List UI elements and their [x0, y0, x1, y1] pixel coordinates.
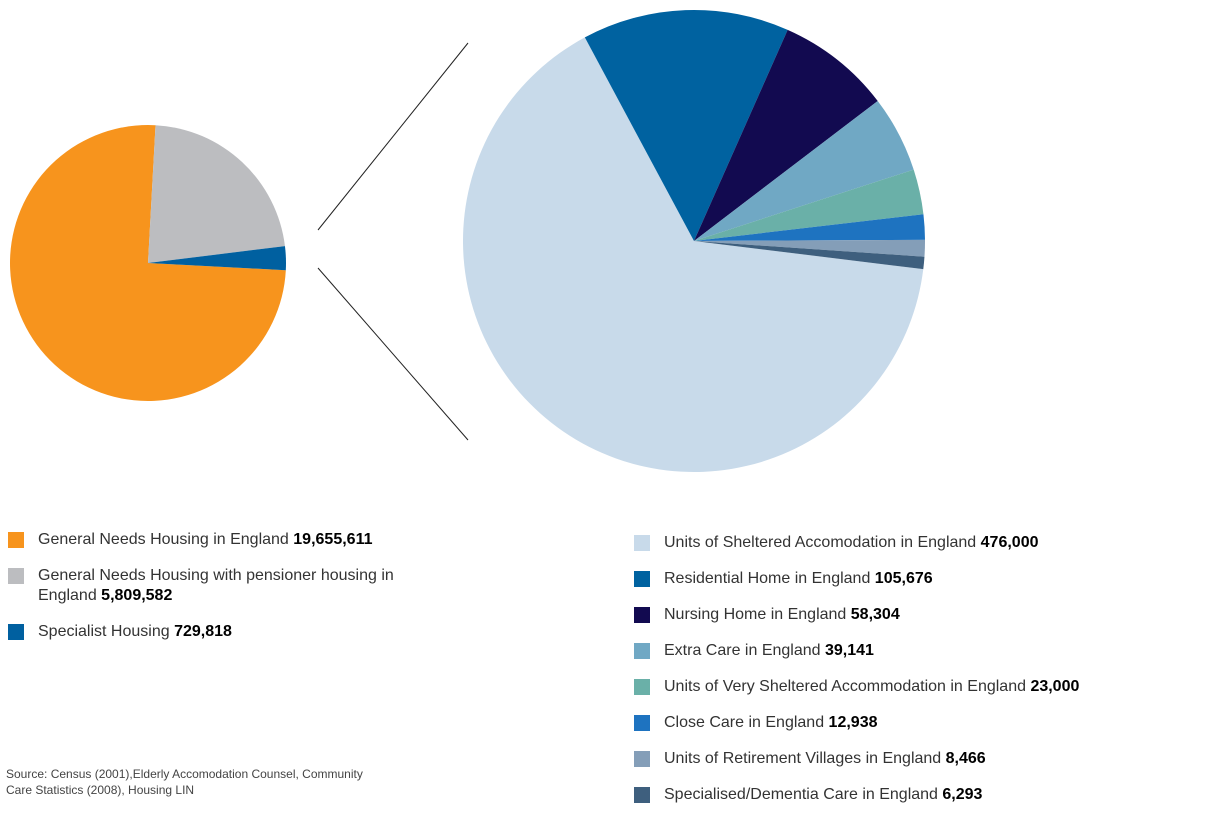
legend-value: 39,141	[824, 642, 874, 659]
pie-slice	[584, 9, 788, 241]
pie-slice	[462, 37, 924, 472]
legend-value: 105,676	[874, 570, 933, 587]
legend-swatch	[8, 624, 24, 640]
pie-slice	[148, 125, 285, 263]
pie-slice	[148, 246, 287, 271]
legend-text: Units of Retirement Villages in England …	[664, 749, 986, 769]
legend-value: 6,293	[942, 786, 983, 803]
pie-slice	[694, 239, 925, 257]
legend-swatch	[634, 571, 650, 587]
legend-text: Extra Care in England 39,141	[664, 641, 874, 661]
legend-value: 58,304	[850, 606, 900, 623]
legend-text: Specialist Housing 729,818	[38, 622, 418, 642]
legend-item: Residential Home in England 105,676	[634, 569, 1224, 589]
legend-label: Close Care in England	[664, 714, 825, 731]
legend-swatch	[634, 787, 650, 803]
legend-label: Nursing Home in England	[664, 606, 847, 623]
legend: General Needs Housing in England 19,655,…	[8, 530, 448, 658]
legend-value: 19,655,611	[293, 531, 373, 548]
legend-label: General Needs Housing with pensioner hou…	[38, 567, 394, 604]
legend-text: General Needs Housing with pensioner hou…	[38, 566, 418, 606]
legend-label: Specialist Housing	[38, 623, 170, 640]
legend-item: Specialist Housing 729,818	[8, 622, 448, 642]
legend-swatch	[634, 607, 650, 623]
legend-label: Specialised/Dementia Care in England	[664, 786, 938, 803]
legend-value: 8,466	[945, 750, 986, 767]
connector	[317, 267, 469, 441]
legend-label: General Needs Housing in England	[38, 531, 289, 548]
legend-swatch	[8, 568, 24, 584]
legend-value: 729,818	[174, 623, 232, 640]
legend-label: Units of Sheltered Accomodation in Engla…	[664, 534, 977, 551]
legend-item: General Needs Housing with pensioner hou…	[8, 566, 448, 606]
legend-item: Extra Care in England 39,141	[634, 641, 1224, 661]
legend-swatch	[634, 715, 650, 731]
legend-text: Close Care in England 12,938	[664, 713, 877, 733]
legend-item: Nursing Home in England 58,304	[634, 605, 1224, 625]
legend-text: Nursing Home in England 58,304	[664, 605, 900, 625]
legend-item: Specialised/Dementia Care in England 6,2…	[634, 785, 1224, 805]
legend-item: General Needs Housing in England 19,655,…	[8, 530, 448, 550]
legend-value: 476,000	[980, 534, 1039, 551]
legend-label: Units of Retirement Villages in England	[664, 750, 942, 767]
legend-swatch	[634, 643, 650, 659]
legend-label: Residential Home in England	[664, 570, 871, 587]
legend-swatch	[634, 535, 650, 551]
pie-slice	[694, 241, 925, 270]
legend-swatch	[634, 751, 650, 767]
legend-label: Extra Care in England	[664, 642, 821, 659]
pie-slice	[694, 169, 924, 241]
legend-swatch	[8, 532, 24, 548]
connector	[317, 42, 469, 231]
legend-text: Units of Very Sheltered Accommodation in…	[664, 677, 1079, 697]
pie-slice	[694, 214, 925, 241]
legend-value: 5,809,582	[101, 587, 173, 604]
legend: Units of Sheltered Accomodation in Engla…	[634, 533, 1224, 821]
source: Source: Census (2001),Elderly Accomodati…	[6, 767, 363, 797]
legend-item: Units of Retirement Villages in England …	[634, 749, 1224, 769]
legend-text: General Needs Housing in England 19,655,…	[38, 530, 418, 550]
legend-text: Residential Home in England 105,676	[664, 569, 933, 589]
legend-text: Specialised/Dementia Care in England 6,2…	[664, 785, 982, 805]
legend-value: 23,000	[1030, 678, 1080, 695]
legend-swatch	[634, 679, 650, 695]
legend-item: Units of Very Sheltered Accommodation in…	[634, 677, 1224, 697]
pie-slice	[694, 29, 878, 241]
legend-text: Units of Sheltered Accomodation in Engla…	[664, 533, 1039, 553]
legend-item: Close Care in England 12,938	[634, 713, 1224, 733]
pie-slice	[694, 100, 914, 241]
pie-slice	[9, 124, 286, 401]
legend-label: Units of Very Sheltered Accommodation in…	[664, 678, 1026, 695]
legend-item: Units of Sheltered Accomodation in Engla…	[634, 533, 1224, 553]
legend-value: 12,938	[828, 714, 878, 731]
